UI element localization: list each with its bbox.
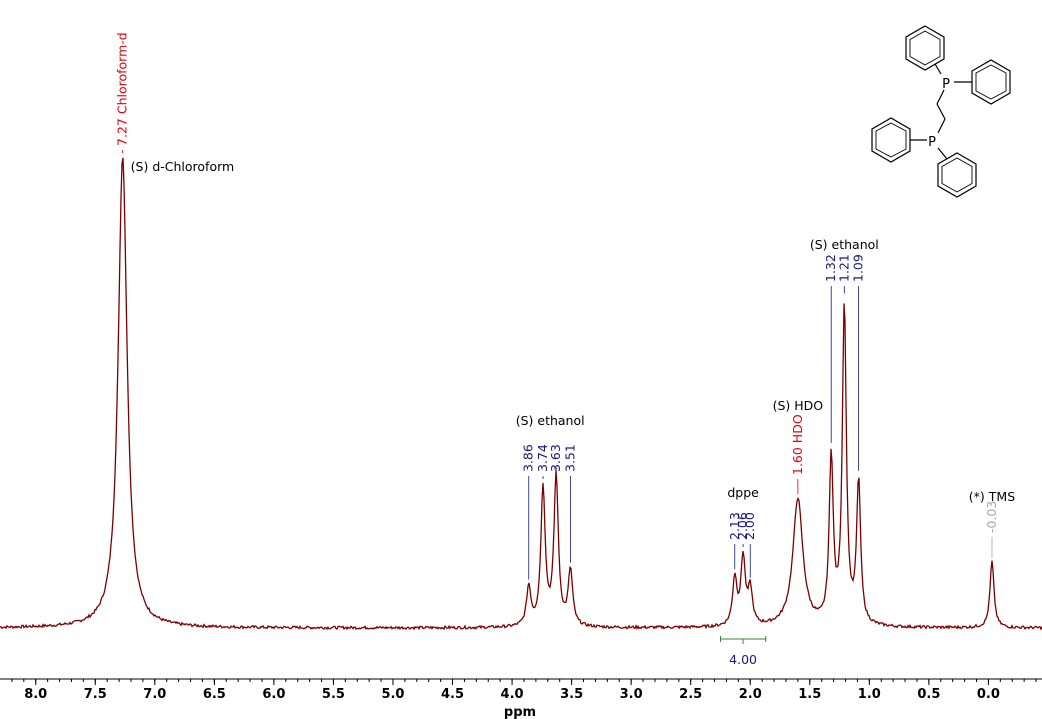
peak-labels-layer: 7.27 Chloroform-d 3.86 3.743.63 3.51 2.132.0… (115, 32, 1015, 580)
bond (936, 103, 946, 120)
phosphorus-label-top: P (942, 77, 950, 92)
x-tick-label: 0.5 (917, 687, 940, 702)
x-tick-label: 2.5 (679, 687, 702, 702)
peak-label: 3.51 (562, 444, 577, 472)
peak-label: 3.63 (548, 444, 563, 472)
spectrum-line (0, 157, 1042, 631)
bond (937, 118, 946, 134)
x-axis: ppm 8.0 7.5 7.0 6.5 6.0 5.5 5.0 4.5 4.0 3.5 3.0 2.5… (0, 678, 1042, 719)
group-label: (*) TMS (969, 489, 1015, 504)
peak-label: 1.32 (823, 254, 838, 282)
peak-label: 2.13 (727, 512, 742, 540)
peak-label: 2.00 (742, 512, 757, 540)
x-tick-label: 6.0 (262, 687, 285, 702)
phosphorus-label-bottom: P (928, 135, 936, 150)
dppe-structure (871, 25, 1011, 198)
peak-label: 7.27 Chloroform-d (115, 32, 130, 146)
x-tick-label: 6.5 (203, 687, 226, 702)
peak-label: -0.03 (984, 501, 999, 533)
integral-layer: 4.00 (719, 636, 767, 667)
x-tick-label: 4.0 (501, 687, 524, 702)
x-tick-label: 7.0 (143, 687, 166, 702)
group-label: dppe (727, 485, 759, 500)
x-axis-title: ppm (504, 705, 536, 719)
x-tick-label: 5.0 (381, 687, 404, 702)
x-tick-label: 0.0 (977, 687, 1000, 702)
peak-label: 1.09 (851, 254, 866, 282)
bond (934, 63, 942, 75)
peak-label: 3.74 (535, 444, 550, 472)
phenyl-ring-top (905, 25, 945, 71)
bond (937, 147, 948, 160)
phenyl-ring-bottom (937, 152, 977, 198)
peak-label: 1.60 HDO (790, 414, 805, 475)
group-label: (S) ethanol (810, 237, 879, 252)
x-tick-label: 3.0 (620, 687, 643, 702)
peak-label: 1.21 (836, 254, 851, 282)
peak-label: 2.06 (735, 512, 750, 540)
x-tick-label: 2.0 (739, 687, 762, 702)
x-tick-label: 1.0 (858, 687, 881, 702)
x-tick-label: 1.5 (798, 687, 821, 702)
x-tick-label: 4.5 (441, 687, 464, 702)
phenyl-ring-right (971, 59, 1011, 105)
group-label: (S) d-Chloroform (131, 159, 235, 174)
x-tick-label: 8.0 (24, 687, 47, 702)
x-tick-label: 7.5 (84, 687, 107, 702)
phenyl-ring-left (871, 117, 911, 163)
x-tick-label: 3.5 (560, 687, 583, 702)
spectrum-layer (0, 157, 1042, 631)
integral-value: 4.00 (729, 652, 757, 667)
peak-label: 3.86 (521, 444, 536, 472)
group-label: (S) ethanol (516, 413, 585, 428)
bond (936, 89, 945, 105)
group-label: (S) HDO (773, 398, 824, 413)
x-tick-label: 5.5 (322, 687, 345, 702)
